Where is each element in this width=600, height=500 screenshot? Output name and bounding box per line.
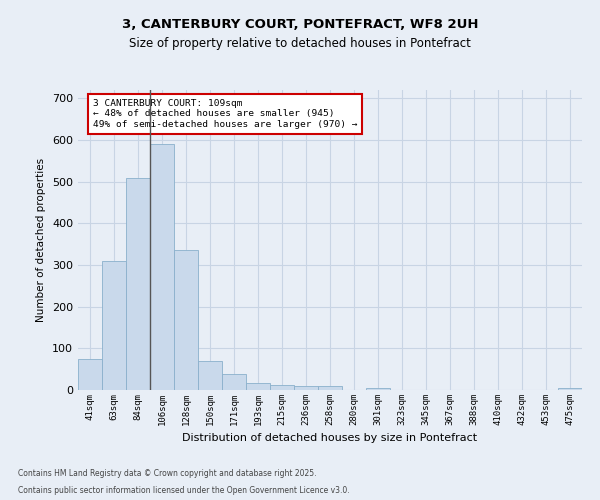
- Bar: [270, 386, 294, 390]
- Bar: [198, 361, 222, 390]
- Bar: [558, 388, 582, 390]
- Bar: [222, 374, 246, 390]
- Text: 3, CANTERBURY COURT, PONTEFRACT, WF8 2UH: 3, CANTERBURY COURT, PONTEFRACT, WF8 2UH: [122, 18, 478, 30]
- Y-axis label: Number of detached properties: Number of detached properties: [37, 158, 46, 322]
- Text: 3 CANTERBURY COURT: 109sqm
← 48% of detached houses are smaller (945)
49% of sem: 3 CANTERBURY COURT: 109sqm ← 48% of deta…: [93, 99, 358, 129]
- Text: Contains HM Land Registry data © Crown copyright and database right 2025.: Contains HM Land Registry data © Crown c…: [18, 468, 317, 477]
- Bar: [366, 388, 390, 390]
- Bar: [174, 250, 198, 390]
- Bar: [102, 261, 126, 390]
- Bar: [318, 386, 342, 390]
- Bar: [78, 359, 102, 390]
- Text: Size of property relative to detached houses in Pontefract: Size of property relative to detached ho…: [129, 38, 471, 51]
- Bar: [246, 382, 270, 390]
- X-axis label: Distribution of detached houses by size in Pontefract: Distribution of detached houses by size …: [182, 434, 478, 444]
- Bar: [126, 178, 150, 390]
- Bar: [150, 144, 174, 390]
- Bar: [294, 386, 318, 390]
- Text: Contains public sector information licensed under the Open Government Licence v3: Contains public sector information licen…: [18, 486, 350, 495]
